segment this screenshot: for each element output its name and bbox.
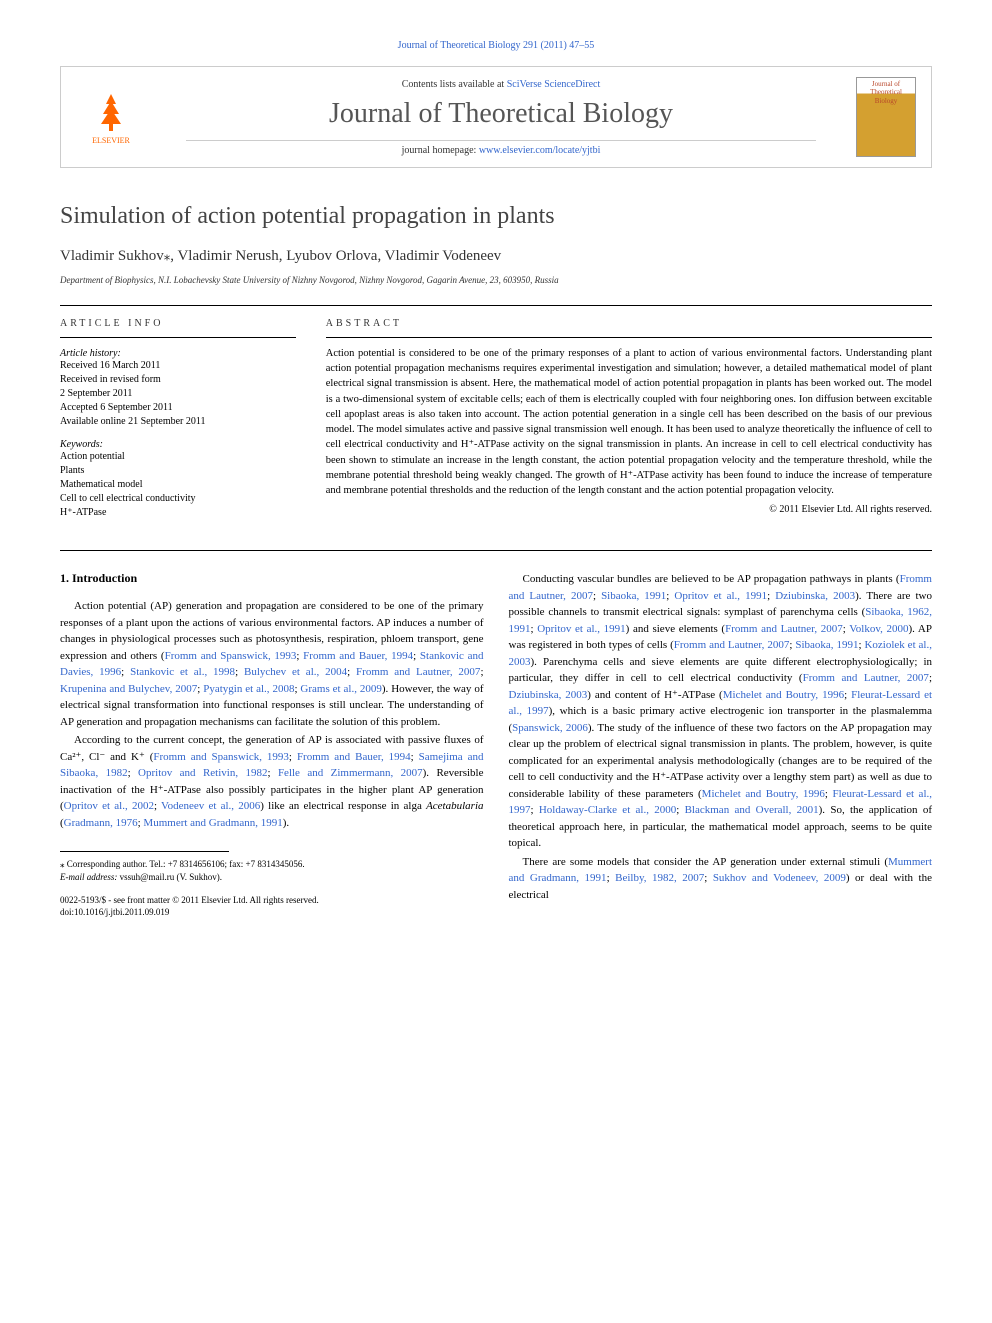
received-date: Received 16 March 2011 (60, 359, 296, 373)
abstract-header: abstract (326, 318, 932, 329)
issn-line: 0022-5193/$ - see front matter © 2011 El… (60, 895, 484, 905)
accepted-date: Accepted 6 September 2011 (60, 401, 296, 415)
citation-link[interactable]: Pyatygin et al., 2008 (203, 683, 294, 695)
article-title: Simulation of action potential propagati… (60, 203, 932, 230)
citation-link[interactable]: Fromm and Lautner, 2007 (674, 639, 790, 651)
doi-line: doi:10.1016/j.jtbi.2011.09.019 (60, 907, 484, 917)
copyright: © 2011 Elsevier Ltd. All rights reserved… (326, 504, 932, 515)
journal-header-box: ELSEVIER Contents lists available at Sci… (60, 66, 932, 168)
contents-line: Contents lists available at SciVerse Sci… (146, 79, 856, 90)
citation-link[interactable]: Fromm and Spanswick, 1993 (153, 751, 289, 763)
affiliation: Department of Biophysics, N.I. Lobachevs… (60, 275, 932, 285)
journal-cover-thumbnail: Journal of Theoretical Biology (856, 77, 916, 157)
corresponding-footnote: ⁎ Corresponding author. Tel.: +7 8314656… (60, 858, 484, 871)
keyword: H⁺-ATPase (60, 506, 296, 520)
citation-link[interactable]: Fromm and Spanswick, 1993 (165, 650, 297, 662)
citation-link[interactable]: Holdaway-Clarke et al., 2000 (539, 804, 676, 816)
citation-link[interactable]: Sibaoka, 1991 (601, 590, 666, 602)
citation-link[interactable]: Krupenina and Bulychev, 2007 (60, 683, 197, 695)
citation-link[interactable]: Grams et al., 2009 (300, 683, 381, 695)
citation-link[interactable]: Dziubinska, 2003 (775, 590, 855, 602)
citation-link[interactable]: Opritov and Retivin, 1982 (138, 767, 267, 779)
keyword: Plants (60, 464, 296, 478)
header-center: Contents lists available at SciVerse Sci… (146, 79, 856, 156)
keyword: Action potential (60, 450, 296, 464)
citation-link[interactable]: Opritov et al., 1991 (674, 590, 767, 602)
citation-link[interactable]: Beilby, 1982, 2007 (615, 872, 704, 884)
citation-link[interactable]: Opritov et al., 1991 (537, 623, 625, 635)
online-date: Available online 21 September 2011 (60, 415, 296, 429)
journal-title: Journal of Theoretical Biology (146, 98, 856, 130)
journal-homepage: journal homepage: www.elsevier.com/locat… (146, 145, 856, 156)
citation-link[interactable]: Volkov, 2000 (849, 623, 908, 635)
elsevier-logo: ELSEVIER (76, 82, 146, 152)
citation-link[interactable]: Mummert and Gradmann, 1991 (143, 817, 282, 829)
citation-link[interactable]: Dziubinska, 2003 (509, 689, 588, 701)
citation-link[interactable]: Vodeneev et al., 2006 (161, 800, 260, 812)
left-column: 1. Introduction Action potential (AP) ge… (60, 571, 484, 917)
paragraph: Action potential (AP) generation and pro… (60, 598, 484, 730)
citation-link[interactable]: Michelet and Boutry, 1996 (702, 788, 825, 800)
intro-heading: 1. Introduction (60, 571, 484, 586)
keywords-label: Keywords: (60, 439, 296, 450)
paragraph: There are some models that consider the … (509, 854, 933, 904)
citation-link[interactable]: Michelet and Boutry, 1996 (723, 689, 844, 701)
citation-link[interactable]: Bulychev et al., 2004 (244, 666, 347, 678)
citation-link[interactable]: Felle and Zimmermann, 2007 (278, 767, 423, 779)
paragraph: Conducting vascular bundles are believed… (509, 571, 933, 852)
citation-link[interactable]: Stankovic et al., 1998 (130, 666, 235, 678)
abstract-column: abstract Action potential is considered … (326, 318, 932, 520)
revised-label: Received in revised form (60, 373, 296, 387)
citation-link[interactable]: Gradmann, 1976 (64, 817, 138, 829)
citation-link[interactable]: Sukhov and Vodeneev, 2009 (713, 872, 846, 884)
citation-link[interactable]: Fromm and Lautner, 2007 (725, 623, 843, 635)
keyword: Cell to cell electrical conductivity (60, 492, 296, 506)
authors: Vladimir Sukhov⁎, Vladimir Nerush, Lyubo… (60, 248, 932, 265)
keyword: Mathematical model (60, 478, 296, 492)
abstract-text: Action potential is considered to be one… (326, 346, 932, 498)
sciencedirect-link[interactable]: SciVerse ScienceDirect (507, 79, 601, 90)
history-label: Article history: (60, 348, 296, 359)
citation-link[interactable]: Spanswick, 2006 (512, 722, 588, 734)
citation-link[interactable]: Fromm and Lautner, 2007 (803, 672, 929, 684)
elsevier-tree-icon (91, 89, 131, 134)
revised-date: 2 September 2011 (60, 387, 296, 401)
homepage-link[interactable]: www.elsevier.com/locate/yjtbi (479, 145, 601, 156)
paragraph: According to the current concept, the ge… (60, 732, 484, 831)
citation-link[interactable]: Opritov et al., 2002 (64, 800, 154, 812)
email-footnote: E-mail address: vssuh@mail.ru (V. Sukhov… (60, 871, 484, 884)
citation-link[interactable]: Fromm and Lautner, 2007 (356, 666, 480, 678)
right-column: Conducting vascular bundles are believed… (509, 571, 933, 917)
journal-reference: Journal of Theoretical Biology 291 (2011… (60, 40, 932, 51)
citation-link[interactable]: Fromm and Bauer, 1994 (303, 650, 413, 662)
citation-link[interactable]: Blackman and Overall, 2001 (685, 804, 819, 816)
article-info-column: article info Article history: Received 1… (60, 318, 296, 520)
article-info-header: article info (60, 318, 296, 329)
citation-link[interactable]: Sibaoka, 1991 (795, 639, 858, 651)
citation-link[interactable]: Fromm and Bauer, 1994 (297, 751, 411, 763)
